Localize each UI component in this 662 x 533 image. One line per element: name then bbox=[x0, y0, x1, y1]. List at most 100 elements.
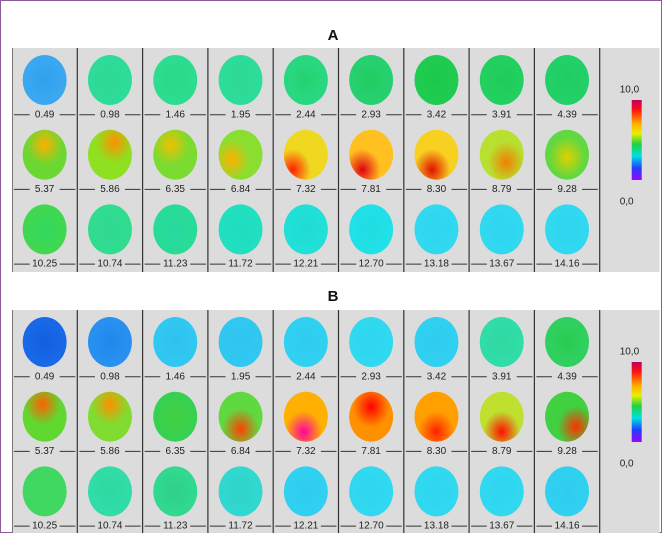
label-bg bbox=[421, 370, 452, 383]
time-label: 10.74 bbox=[97, 521, 122, 532]
label-bg bbox=[29, 520, 60, 533]
topo-map bbox=[545, 466, 590, 517]
label-bg bbox=[552, 258, 583, 271]
label-bg bbox=[356, 258, 387, 271]
topo-map bbox=[87, 129, 132, 180]
label-bg bbox=[290, 183, 321, 196]
label-bg bbox=[356, 370, 387, 383]
time-label: 8.30 bbox=[427, 446, 447, 457]
label-bg bbox=[486, 370, 517, 383]
topo-map bbox=[218, 391, 263, 442]
time-label: 8.79 bbox=[492, 184, 512, 195]
label-bg bbox=[29, 258, 60, 271]
time-label: 14.16 bbox=[555, 521, 580, 532]
topo-map bbox=[218, 466, 263, 517]
label-bg bbox=[290, 520, 321, 533]
topo-map bbox=[283, 466, 328, 517]
time-label: 13.67 bbox=[489, 259, 514, 270]
topo-map bbox=[87, 391, 132, 442]
topo-map bbox=[414, 317, 459, 367]
time-label: 0.98 bbox=[100, 109, 120, 120]
time-label: 11.23 bbox=[163, 259, 188, 270]
topo-map bbox=[153, 204, 198, 255]
time-label: 3.91 bbox=[492, 109, 512, 120]
label-bg bbox=[225, 445, 256, 458]
label-bg bbox=[94, 108, 125, 121]
topo-map bbox=[283, 391, 328, 442]
label-bg bbox=[225, 370, 256, 383]
time-label: 2.93 bbox=[361, 371, 381, 382]
time-label: 0.49 bbox=[35, 371, 55, 382]
topo-map bbox=[153, 129, 198, 180]
label-bg bbox=[160, 183, 191, 196]
topo-map bbox=[87, 466, 132, 517]
topo-map bbox=[283, 317, 328, 367]
time-label: 2.44 bbox=[296, 109, 316, 120]
time-label: 10.74 bbox=[97, 259, 122, 270]
label-bg bbox=[225, 520, 256, 533]
label-bg bbox=[160, 370, 191, 383]
topo-map bbox=[22, 391, 67, 442]
time-label: 12.21 bbox=[293, 259, 318, 270]
topo-map bbox=[414, 391, 459, 442]
time-label: 13.67 bbox=[489, 521, 514, 532]
time-label: 0.98 bbox=[100, 371, 120, 382]
colorbar-area bbox=[599, 310, 660, 533]
time-label: 3.42 bbox=[427, 109, 447, 120]
label-bg bbox=[486, 445, 517, 458]
label-bg bbox=[29, 108, 60, 121]
label-bg bbox=[421, 258, 452, 271]
time-label: 5.86 bbox=[100, 184, 120, 195]
topo-map bbox=[479, 129, 524, 180]
label-bg bbox=[356, 183, 387, 196]
time-label: 5.37 bbox=[35, 184, 55, 195]
time-label: 7.81 bbox=[361, 184, 381, 195]
label-bg bbox=[160, 520, 191, 533]
label-bg bbox=[552, 108, 583, 121]
time-label: 12.21 bbox=[293, 521, 318, 532]
time-label: 11.23 bbox=[163, 521, 188, 532]
topo-map bbox=[22, 129, 67, 180]
topo-map bbox=[22, 466, 67, 517]
topo-map bbox=[414, 55, 459, 105]
colorbar-max: 10,0 bbox=[620, 85, 640, 96]
time-label: 4.39 bbox=[557, 109, 577, 120]
colorbar-min: 0,0 bbox=[620, 459, 634, 470]
topo-map bbox=[349, 466, 394, 517]
time-label: 7.32 bbox=[296, 184, 316, 195]
label-bg bbox=[160, 258, 191, 271]
panels: 0.49 0.98 1.46 1.95 2.44 2.93 3.42 3.91 4.39 5.37… bbox=[12, 48, 660, 533]
topo-map bbox=[218, 129, 263, 180]
label-bg bbox=[160, 445, 191, 458]
time-label: 1.46 bbox=[166, 371, 186, 382]
time-label: 10.25 bbox=[32, 521, 57, 532]
topo-map bbox=[87, 55, 132, 105]
time-label: 2.93 bbox=[361, 109, 381, 120]
label-bg bbox=[552, 183, 583, 196]
time-label: 12.70 bbox=[359, 259, 384, 270]
label-bg bbox=[29, 183, 60, 196]
label-bg bbox=[94, 445, 125, 458]
label-bg bbox=[94, 370, 125, 383]
label-bg bbox=[421, 183, 452, 196]
topo-map bbox=[479, 204, 524, 255]
topo-map bbox=[283, 55, 328, 105]
time-label: 5.37 bbox=[35, 446, 55, 457]
label-bg bbox=[290, 258, 321, 271]
topo-map bbox=[545, 391, 590, 442]
time-label: 7.81 bbox=[361, 446, 381, 457]
topo-map bbox=[414, 129, 459, 180]
time-label: 8.79 bbox=[492, 446, 512, 457]
time-label: 2.44 bbox=[296, 371, 316, 382]
time-label: 4.39 bbox=[557, 371, 577, 382]
topo-map bbox=[283, 204, 328, 255]
topo-map bbox=[545, 204, 590, 255]
label-bg bbox=[421, 520, 452, 533]
time-label: 13.18 bbox=[424, 521, 449, 532]
label-bg bbox=[94, 258, 125, 271]
label-bg bbox=[356, 520, 387, 533]
time-label: 6.84 bbox=[231, 184, 251, 195]
topo-map bbox=[153, 55, 198, 105]
label-bg bbox=[552, 370, 583, 383]
